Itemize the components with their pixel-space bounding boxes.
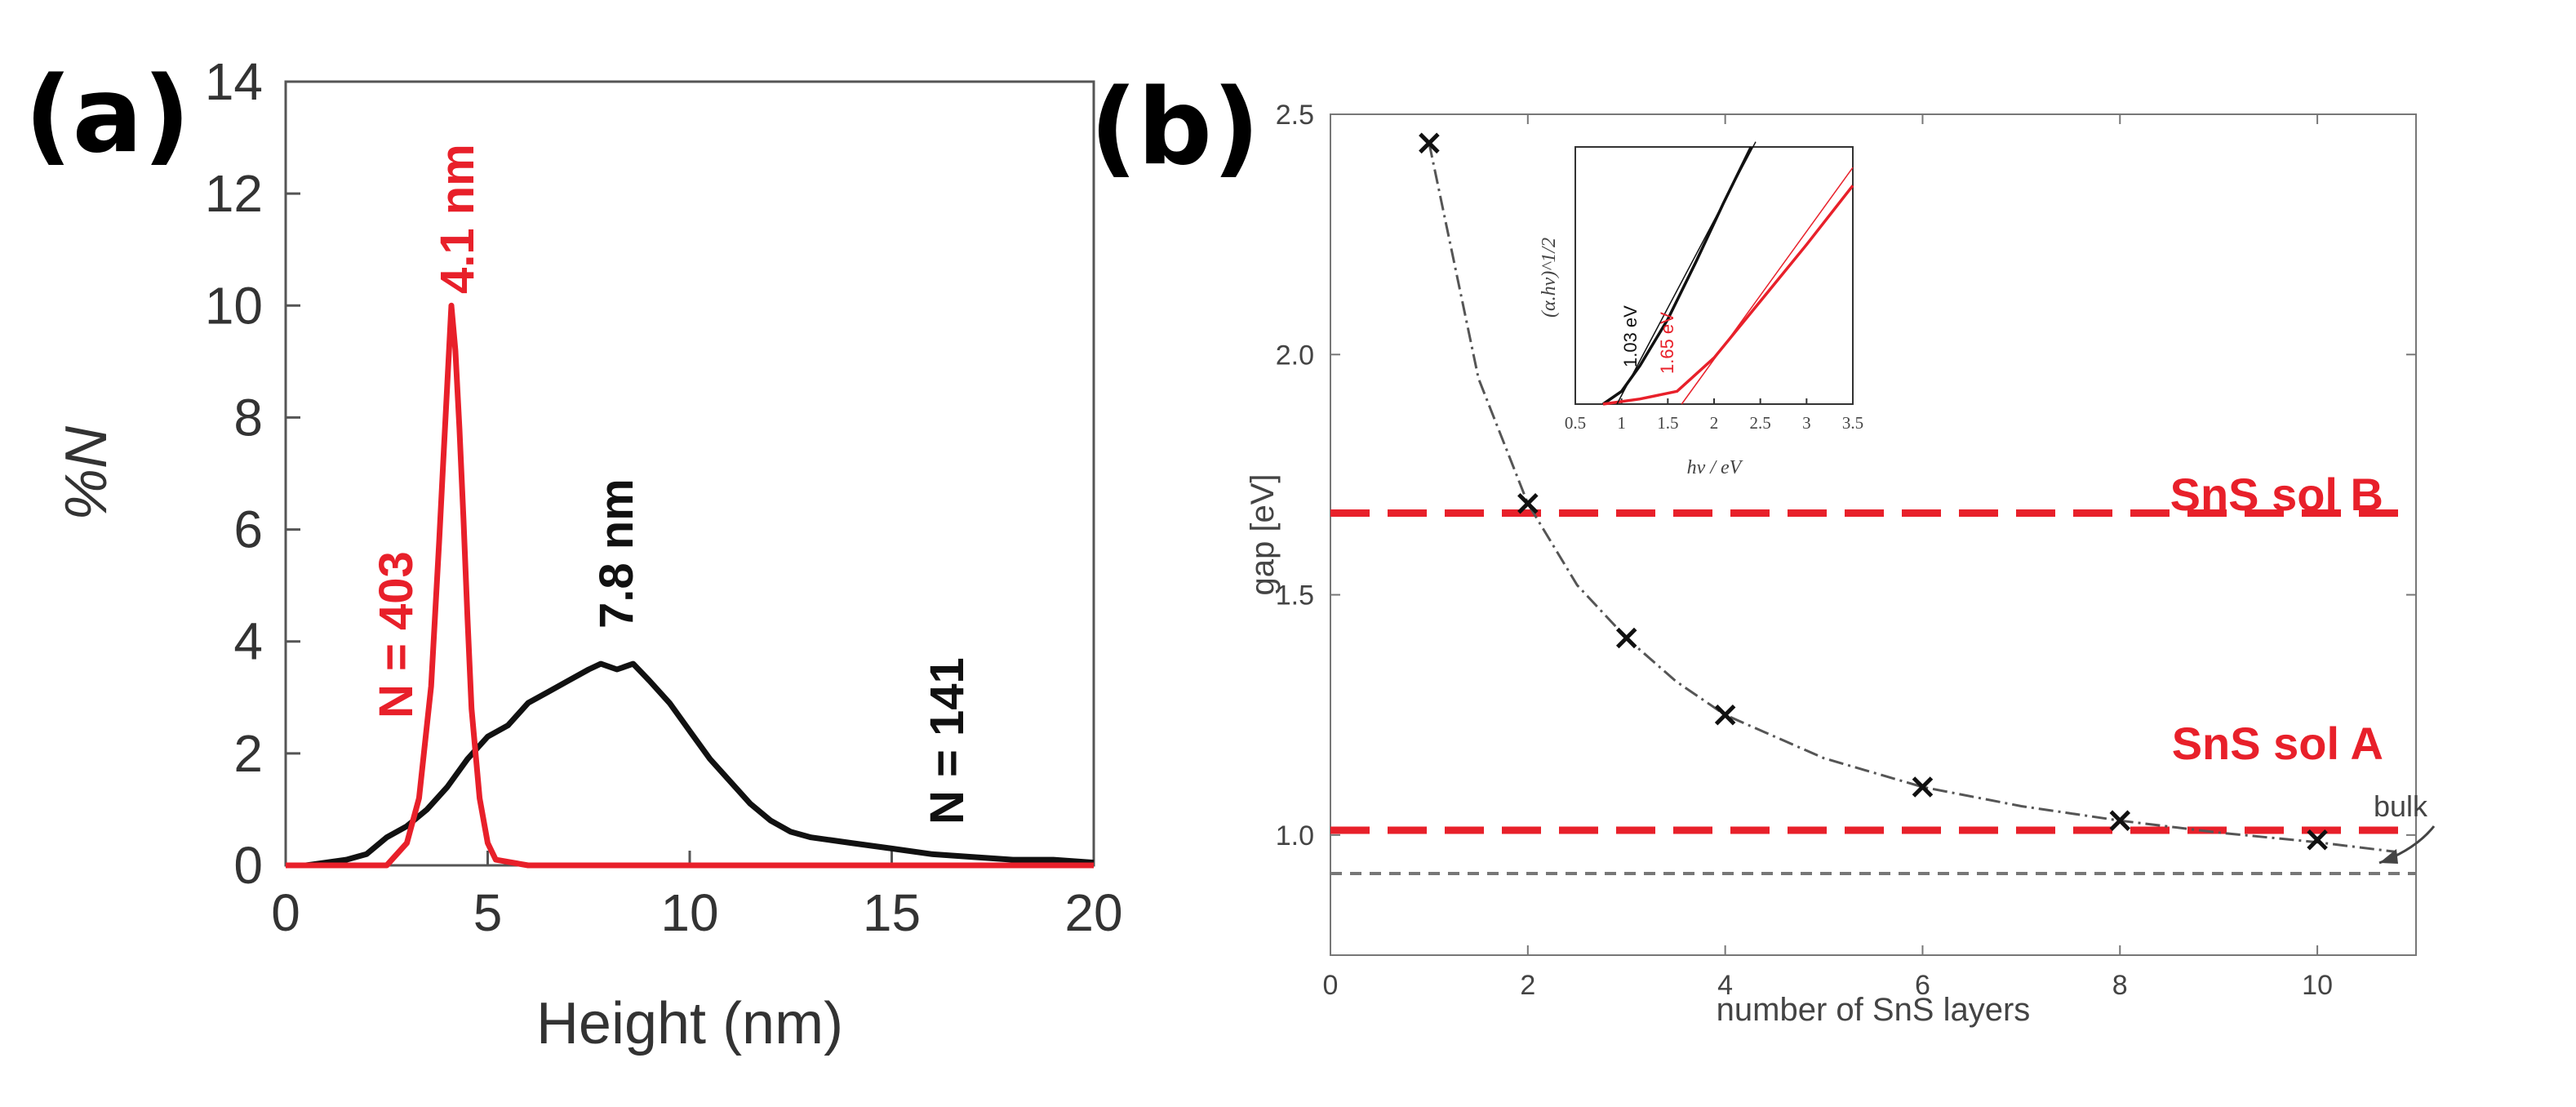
data-point-stroke: [1912, 776, 1934, 798]
panel-b-label: (b): [1090, 67, 1260, 189]
inset-x-tick-label: 1.5: [1657, 413, 1678, 433]
panel-a-y-axis-title: %N: [54, 425, 119, 521]
x-tick-label: 4: [1717, 970, 1733, 1001]
inset-x-tick-label: 2: [1710, 413, 1719, 433]
y-tick-label: 1.0: [1276, 820, 1314, 851]
y-tick-label: 6: [233, 500, 263, 559]
data-point-stroke: [1419, 132, 1440, 154]
fit-curve-line: [1428, 142, 2396, 853]
data-point: [1419, 132, 1440, 154]
panel-b-ticks: 0 2 4 6 8 10 1.0 1.5 2.0 2.5: [1276, 100, 2416, 1001]
x-tick-label: 10: [2302, 970, 2333, 1001]
y-tick-label: 1.5: [1276, 580, 1314, 611]
inset-x-tick-label: 1: [1617, 413, 1626, 433]
inset-ticks: 0.5 1 1.5 2 2.5 3 3.5: [1565, 398, 1863, 433]
inset-y-axis-title: (α.hν)^1/2: [1539, 238, 1560, 318]
data-point: [1912, 776, 1934, 798]
x-tick-label: 2: [1520, 970, 1535, 1001]
x-tick-label: 0: [271, 883, 300, 942]
series-line-red: [286, 302, 1094, 869]
inset-tangent-red: [1681, 167, 1854, 405]
x-tick-label: 20: [1064, 883, 1122, 942]
panel-b: (b) 0 2 4 6 8 10 1.0 1.5 2.0 2.5 number of SnS la…: [1090, 67, 2436, 1028]
annotation-black-count: N = 141: [921, 657, 974, 825]
panel-a-label: (a): [24, 55, 190, 176]
panel-a-series: [286, 302, 1095, 869]
inset-x-tick-label: 3.5: [1842, 413, 1863, 433]
inset-curve-red: [1602, 184, 1854, 406]
inset-x-tick-label: 0.5: [1565, 413, 1586, 433]
data-point-stroke: [1517, 492, 1539, 514]
annotation-red-peak: 4.1 nm: [431, 144, 484, 294]
x-tick-label: 5: [473, 883, 503, 942]
panel-a: (a) 0 5 10 15 20 0 2 4 6 8 10 12 14 Height (nm) %N 4…: [24, 52, 1123, 1056]
y-tick-label: 4: [233, 612, 263, 671]
panel-b-frame: [1330, 113, 2417, 956]
y-tick-label: 2.0: [1276, 340, 1314, 371]
x-tick-label: 10: [660, 883, 718, 942]
series-line-black: [305, 660, 1095, 869]
y-tick-label: 2.5: [1276, 100, 1314, 131]
inset-frame: [1574, 146, 1854, 405]
y-tick-label: 8: [233, 388, 263, 447]
inset-x-axis-title: hν / eV: [1687, 457, 1743, 478]
label-sns-sol-b: SnS sol B: [2170, 469, 2383, 520]
data-point: [1615, 627, 1637, 649]
y-tick-label: 14: [205, 52, 263, 111]
x-tick-label: 0: [1323, 970, 1339, 1001]
x-tick-label: 15: [863, 883, 921, 942]
y-tick-label: 10: [205, 276, 263, 335]
y-tick-label: 2: [233, 724, 263, 783]
panel-b-reference-lines: [1330, 509, 2416, 875]
panel-a-ticks: 0 5 10 15 20 0 2 4 6 8 10 12 14: [205, 52, 1123, 942]
panel-a-x-axis-title: Height (nm): [536, 991, 843, 1056]
data-point: [2307, 829, 2328, 851]
inset: 0.5 1 1.5 2 2.5 3 3.5 hν / eV (α.hν)^1/2 1.03 …: [1539, 141, 1863, 478]
data-point-stroke: [2307, 829, 2328, 851]
inset-tangent-black: [1616, 141, 1757, 405]
data-point: [2109, 810, 2131, 831]
label-sns-sol-a: SnS sol A: [2172, 718, 2383, 769]
data-point-stroke: [2109, 810, 2131, 831]
data-point-stroke: [1714, 704, 1736, 726]
data-point: [1517, 492, 1539, 514]
annotation-red-count: N = 403: [370, 551, 423, 718]
data-point: [1714, 704, 1736, 726]
annotation-black-peak: 7.8 nm: [590, 478, 643, 629]
panel-b-x-axis-title: number of SnS layers: [1717, 992, 2031, 1028]
inset-label-black: 1.03 eV: [1620, 305, 1641, 367]
inset-label-red: 1.65 eV: [1657, 312, 1677, 374]
inset-curves: [1602, 141, 1854, 406]
inset-x-tick-label: 2.5: [1750, 413, 1771, 433]
y-tick-label: 12: [205, 164, 263, 223]
label-bulk: bulk: [2374, 789, 2428, 823]
panel-b-y-axis-title: gap [eV]: [1245, 473, 1281, 595]
inset-x-tick-label: 3: [1802, 413, 1811, 433]
x-tick-label: 6: [1915, 970, 1930, 1001]
data-point-stroke: [1615, 627, 1637, 649]
panel-b-points: [1419, 132, 2328, 851]
bulk-arrowhead: [2379, 849, 2398, 864]
x-tick-label: 8: [2112, 970, 2128, 1001]
panel-b-fit-curve: [1428, 142, 2396, 853]
y-tick-label: 0: [233, 836, 263, 895]
